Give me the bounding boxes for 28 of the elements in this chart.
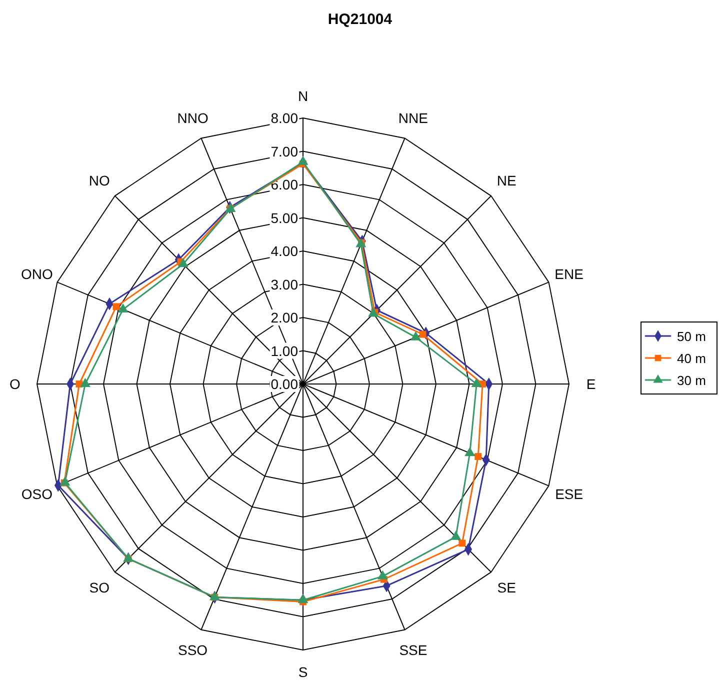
y-tick-label: 8.00 — [270, 110, 298, 126]
legend-label: 50 m — [677, 329, 706, 344]
spoke-label: ESE — [555, 486, 584, 502]
spoke-label: OSO — [21, 486, 53, 502]
spoke-label: S — [298, 664, 308, 680]
spoke-label: E — [586, 376, 596, 392]
y-tick-label: 5.00 — [270, 210, 298, 226]
spoke-label: SSO — [178, 642, 208, 658]
y-tick-label: 7.00 — [270, 143, 298, 160]
y-tick-label: 1.00 — [270, 342, 298, 359]
y-tick-label: 3.00 — [270, 276, 298, 292]
y-tick-label: 2.00 — [270, 310, 298, 326]
y-tick-label: 0.00 — [270, 376, 298, 392]
spoke-label: SSE — [399, 642, 428, 658]
y-tick-label: 4.00 — [270, 243, 298, 259]
spoke-label: NNE — [398, 110, 428, 126]
spoke-label: ENE — [554, 266, 584, 282]
spoke-label: SO — [89, 580, 110, 596]
legend-label: 30 m — [677, 373, 706, 388]
spoke-label: NNO — [177, 110, 208, 126]
spoke-label: NO — [88, 172, 110, 188]
chart-title: HQ21004 — [328, 11, 393, 28]
spoke-label: ONO — [20, 266, 53, 282]
spoke-label: NE — [496, 172, 516, 188]
spoke-label: SE — [497, 580, 516, 596]
spoke-label: O — [10, 376, 21, 392]
legend-label: 40 m — [677, 351, 706, 366]
spoke-label: N — [298, 88, 308, 104]
